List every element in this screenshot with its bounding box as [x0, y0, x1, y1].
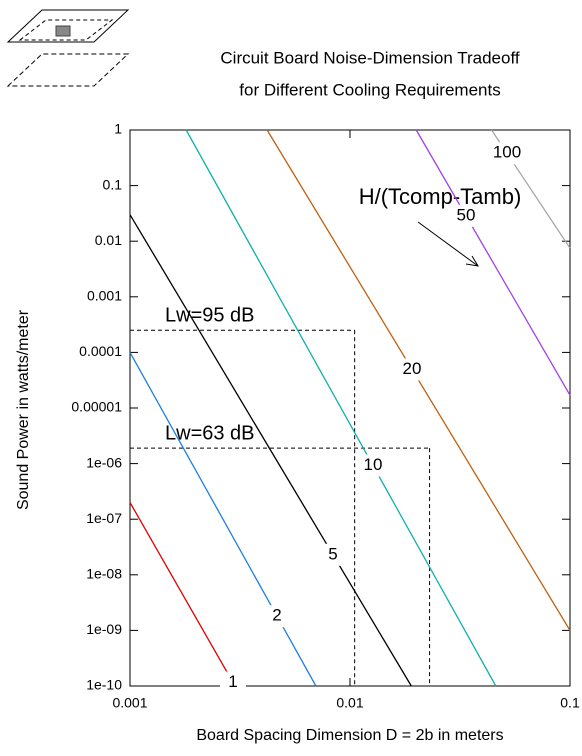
y-tick-label: 0.001 [87, 288, 122, 304]
x-axis-label: Board Spacing Dimension D = 2b in meters [196, 727, 503, 744]
label-bg [494, 142, 520, 165]
y-tick-label: 0.01 [95, 232, 122, 248]
label-bg [360, 454, 386, 477]
y-tick-label: 1e-10 [86, 677, 122, 693]
y-tick-label: 0.1 [103, 176, 123, 192]
series-label: 2 [272, 606, 281, 625]
series-label: 50 [457, 205, 476, 224]
label-bg [453, 204, 479, 227]
series-label: 1 [228, 672, 237, 691]
series-label: 100 [493, 143, 521, 162]
y-tick-label: 1e-09 [86, 621, 122, 637]
label-bg [399, 358, 425, 381]
annotation-arrow [417, 221, 479, 267]
x-tick-label: 0.1 [560, 695, 580, 711]
series-label: 10 [364, 455, 383, 474]
series-label: 5 [328, 544, 337, 563]
y-tick-label: 1 [114, 121, 122, 137]
label-bg [264, 605, 290, 628]
y-tick-label: 1e-07 [86, 510, 122, 526]
series-label: 20 [403, 359, 422, 378]
x-tick-label: 0.001 [112, 695, 147, 711]
x-tick-label: 0.01 [336, 695, 363, 711]
series-line [415, 129, 571, 396]
annotation: H/(Tcomp-Tamb) [359, 184, 522, 209]
board-icon [6, 9, 130, 87]
y-tick-label: 1e-06 [86, 454, 122, 470]
chart-title: Circuit Board Noise-Dimension Tradeoff [220, 48, 519, 67]
series-line [185, 129, 497, 687]
series-line [129, 502, 236, 687]
label-bg [220, 671, 246, 694]
y-tick-label: 0.0001 [79, 343, 122, 359]
plot-frame [129, 129, 571, 687]
y-tick-label: 1e-08 [86, 566, 122, 582]
chart-title: for Different Cooling Requirements [239, 80, 500, 99]
label-bg [320, 543, 346, 566]
series-line [129, 352, 317, 687]
y-axis-label: Sound Power in watts/meter [15, 309, 32, 510]
reference-label: Lw=95 dB [165, 305, 255, 327]
series-line [129, 214, 412, 687]
y-tick-label: 0.00001 [71, 399, 122, 415]
reference-label: Lw=63 dB [165, 422, 255, 444]
